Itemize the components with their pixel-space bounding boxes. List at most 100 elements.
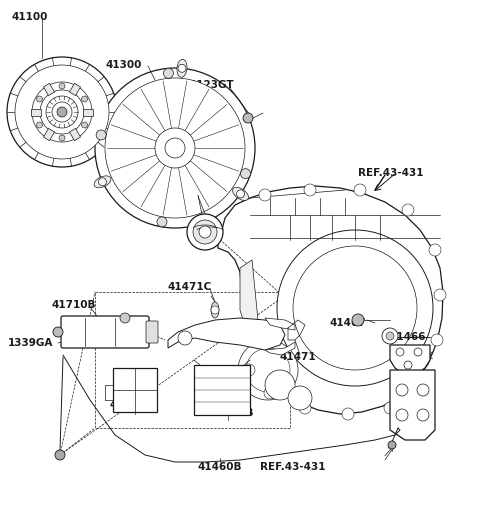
Circle shape [15, 65, 109, 159]
Text: REF.43-431: REF.43-431 [260, 462, 325, 472]
Polygon shape [265, 318, 295, 330]
Circle shape [193, 220, 217, 244]
FancyBboxPatch shape [194, 365, 250, 415]
Ellipse shape [94, 176, 111, 188]
Circle shape [157, 217, 167, 227]
Circle shape [187, 214, 223, 250]
Text: 41100: 41100 [12, 12, 48, 22]
Text: 41430B: 41430B [210, 408, 254, 418]
Circle shape [120, 313, 130, 323]
Circle shape [240, 169, 251, 179]
Circle shape [95, 68, 255, 228]
Circle shape [55, 450, 65, 460]
Circle shape [36, 96, 43, 102]
Circle shape [164, 68, 173, 78]
Polygon shape [168, 318, 285, 350]
Bar [31, 109, 41, 116]
Circle shape [7, 57, 117, 167]
Circle shape [354, 184, 366, 196]
Circle shape [277, 230, 433, 386]
Ellipse shape [177, 59, 187, 77]
Text: 41417: 41417 [110, 400, 146, 410]
Circle shape [46, 96, 78, 128]
Text: 1123GT: 1123GT [190, 80, 235, 90]
Circle shape [199, 226, 211, 238]
Circle shape [82, 96, 87, 102]
Circle shape [396, 409, 408, 421]
Text: 41421B: 41421B [158, 188, 203, 198]
Bar [70, 128, 81, 140]
Circle shape [155, 128, 195, 168]
Circle shape [32, 82, 92, 142]
Circle shape [52, 102, 72, 122]
Circle shape [82, 122, 87, 128]
Text: 41463: 41463 [390, 355, 427, 365]
Circle shape [396, 384, 408, 396]
Bar [44, 83, 55, 95]
Circle shape [434, 289, 446, 301]
Text: 41471: 41471 [280, 352, 317, 362]
FancyBboxPatch shape [61, 316, 149, 348]
Text: 1339GA: 1339GA [8, 338, 53, 348]
Circle shape [429, 244, 441, 256]
Circle shape [165, 138, 185, 158]
Circle shape [243, 113, 253, 123]
Circle shape [293, 246, 417, 370]
Circle shape [59, 135, 65, 141]
Circle shape [96, 130, 106, 140]
Text: 41467: 41467 [330, 318, 367, 328]
Text: 41300: 41300 [105, 60, 142, 70]
Bar [44, 128, 55, 140]
Circle shape [36, 122, 43, 128]
Circle shape [105, 78, 245, 218]
Circle shape [388, 441, 396, 449]
Circle shape [264, 387, 276, 399]
Circle shape [238, 340, 298, 400]
Text: 41466: 41466 [390, 332, 427, 342]
Circle shape [404, 361, 412, 369]
Circle shape [417, 409, 429, 421]
Circle shape [304, 184, 316, 196]
Polygon shape [390, 370, 435, 440]
Circle shape [288, 386, 312, 410]
FancyBboxPatch shape [113, 368, 157, 412]
Circle shape [402, 204, 414, 216]
Text: 41460B: 41460B [198, 462, 242, 472]
Circle shape [342, 408, 354, 420]
Circle shape [414, 348, 422, 356]
Circle shape [384, 402, 396, 414]
Circle shape [299, 402, 311, 414]
Circle shape [211, 306, 219, 314]
Text: 41471C: 41471C [168, 282, 212, 292]
Circle shape [382, 328, 398, 344]
Circle shape [246, 348, 290, 392]
Circle shape [178, 331, 192, 345]
Circle shape [178, 64, 186, 72]
Circle shape [40, 90, 84, 134]
Polygon shape [390, 345, 430, 375]
Circle shape [396, 348, 404, 356]
Bar [70, 83, 81, 95]
Circle shape [57, 107, 67, 117]
Circle shape [417, 384, 429, 396]
Circle shape [259, 189, 271, 201]
Ellipse shape [211, 302, 219, 318]
Circle shape [265, 370, 295, 400]
Circle shape [53, 327, 63, 337]
Polygon shape [240, 260, 258, 330]
FancyBboxPatch shape [146, 321, 158, 343]
Text: REF.43-431: REF.43-431 [358, 168, 423, 178]
Circle shape [431, 334, 443, 346]
Circle shape [98, 178, 107, 186]
Circle shape [243, 364, 255, 376]
Circle shape [59, 83, 65, 89]
Circle shape [237, 190, 244, 198]
Text: 41710B: 41710B [52, 300, 96, 310]
Circle shape [414, 372, 426, 384]
Circle shape [386, 332, 394, 340]
Circle shape [352, 314, 364, 326]
Polygon shape [218, 186, 443, 414]
Polygon shape [265, 342, 295, 355]
Bar [83, 109, 93, 116]
Ellipse shape [233, 187, 249, 200]
